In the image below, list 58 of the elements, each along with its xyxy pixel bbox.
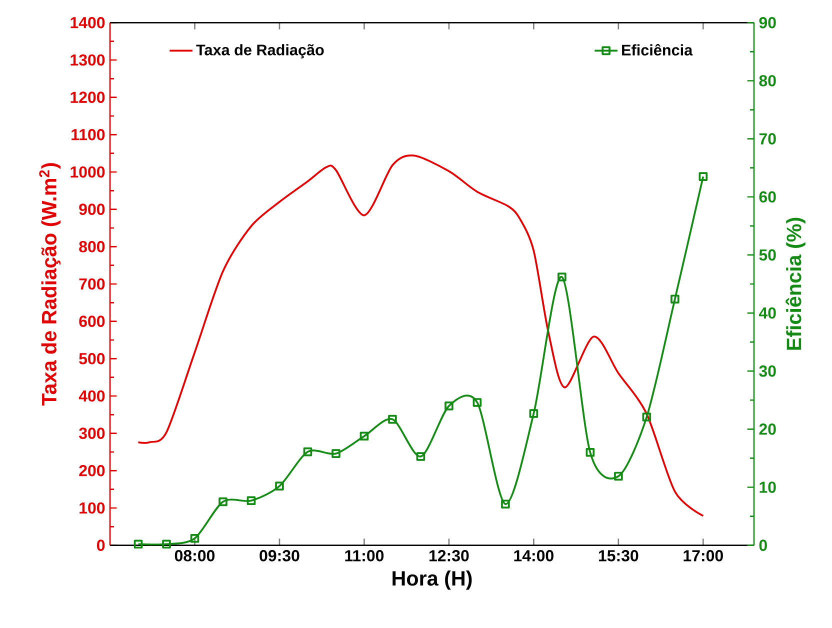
legend-label: Eficiência bbox=[622, 44, 693, 56]
point bbox=[501, 500, 510, 508]
y-tick-label: 100 bbox=[80, 502, 105, 514]
y-tick-label: 200 bbox=[79, 464, 105, 476]
point bbox=[134, 540, 143, 549]
point bbox=[642, 412, 652, 422]
y-tick-label: 1000 bbox=[70, 166, 105, 178]
y-tick-label: 600 bbox=[79, 316, 105, 327]
y-tick-label: 1300 bbox=[70, 54, 105, 66]
y-tick-label: 500 bbox=[79, 352, 105, 364]
y-tick-label: 300 bbox=[78, 428, 105, 440]
y2-tick-label: 10 bbox=[760, 482, 776, 493]
y2-tick-label: 90 bbox=[759, 17, 776, 28]
point bbox=[472, 398, 482, 407]
x-tick-label: 09:30 bbox=[260, 550, 300, 562]
y2-axis-title: Eficiência (%) bbox=[786, 218, 806, 350]
point bbox=[614, 472, 623, 481]
y2-tick-label: 0 bbox=[759, 540, 767, 551]
point bbox=[303, 447, 312, 456]
y-tick-label: 700 bbox=[79, 278, 105, 290]
y-tick-label: 1200 bbox=[70, 92, 105, 103]
point bbox=[558, 272, 566, 282]
point bbox=[162, 540, 171, 549]
point bbox=[218, 497, 228, 506]
point bbox=[388, 414, 397, 424]
point bbox=[444, 402, 454, 410]
legend-label: Taxa de Radiação bbox=[196, 44, 324, 58]
point bbox=[529, 409, 538, 418]
y2-tick-label: 70 bbox=[759, 133, 776, 144]
point bbox=[332, 449, 340, 458]
x-tick-label: 12:30 bbox=[429, 550, 469, 562]
y-tick-label: 1100 bbox=[72, 129, 105, 140]
point bbox=[360, 432, 369, 441]
point bbox=[670, 294, 680, 304]
point bbox=[246, 496, 256, 506]
point bbox=[416, 452, 426, 461]
y-tick-label: 800 bbox=[79, 241, 105, 252]
point bbox=[586, 448, 595, 457]
y2-tick-label: 60 bbox=[759, 191, 776, 203]
y2-tick-label: 40 bbox=[758, 307, 776, 319]
y2-tick-label: 20 bbox=[759, 424, 776, 435]
y2-tick-label: 30 bbox=[759, 365, 776, 377]
x-tick-label: 14:00 bbox=[514, 550, 554, 562]
x-tick-label: 15:30 bbox=[598, 550, 638, 562]
point bbox=[698, 172, 708, 181]
y-tick-label: 0 bbox=[97, 540, 105, 551]
point bbox=[190, 534, 200, 543]
y2-tick-label: 50 bbox=[759, 249, 776, 261]
x-tick-label: 11:00 bbox=[345, 550, 384, 562]
y-tick-label: 1400 bbox=[70, 17, 105, 28]
x-tick-label: 08:00 bbox=[174, 550, 215, 562]
y-axis-title: Taxa de Radiação (W.m$^{2}$) bbox=[39, 163, 61, 406]
y2-tick-label: 80 bbox=[759, 75, 776, 86]
point bbox=[275, 482, 284, 490]
x-axis-title: Hora (H) bbox=[392, 570, 472, 590]
y-tick-label: 900 bbox=[79, 204, 105, 215]
y-tick-label: 400 bbox=[78, 390, 105, 402]
x-tick-label: 17:00 bbox=[684, 550, 723, 562]
